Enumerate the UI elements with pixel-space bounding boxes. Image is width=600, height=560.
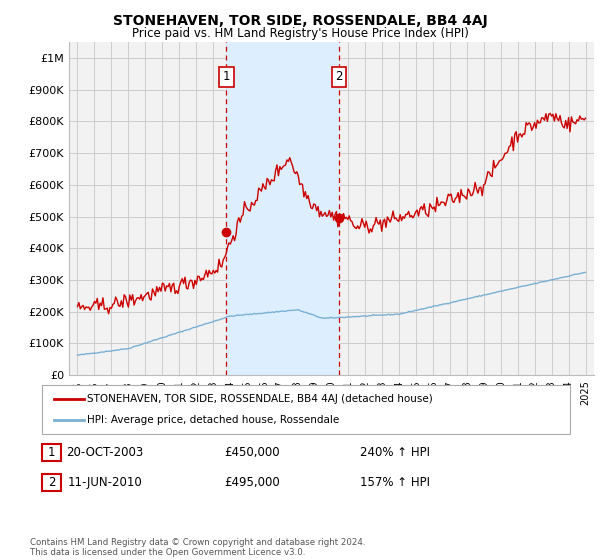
Text: Price paid vs. HM Land Registry's House Price Index (HPI): Price paid vs. HM Land Registry's House … [131,27,469,40]
Text: HPI: Average price, detached house, Rossendale: HPI: Average price, detached house, Ross… [87,415,339,425]
Text: Contains HM Land Registry data © Crown copyright and database right 2024.
This d: Contains HM Land Registry data © Crown c… [30,538,365,557]
Text: 157% ↑ HPI: 157% ↑ HPI [360,476,430,489]
Text: 2: 2 [335,71,343,83]
Text: 1: 1 [223,71,230,83]
Text: 20-OCT-2003: 20-OCT-2003 [67,446,143,459]
Text: 240% ↑ HPI: 240% ↑ HPI [360,446,430,459]
Text: £450,000: £450,000 [224,446,280,459]
Text: STONEHAVEN, TOR SIDE, ROSSENDALE, BB4 4AJ (detached house): STONEHAVEN, TOR SIDE, ROSSENDALE, BB4 4A… [87,394,433,404]
Text: 1: 1 [48,446,55,459]
Text: £495,000: £495,000 [224,476,280,489]
Text: 2: 2 [48,476,55,489]
Text: 11-JUN-2010: 11-JUN-2010 [68,476,142,489]
Bar [226,42,339,375]
Text: STONEHAVEN, TOR SIDE, ROSSENDALE, BB4 4AJ: STONEHAVEN, TOR SIDE, ROSSENDALE, BB4 4A… [113,14,487,28]
